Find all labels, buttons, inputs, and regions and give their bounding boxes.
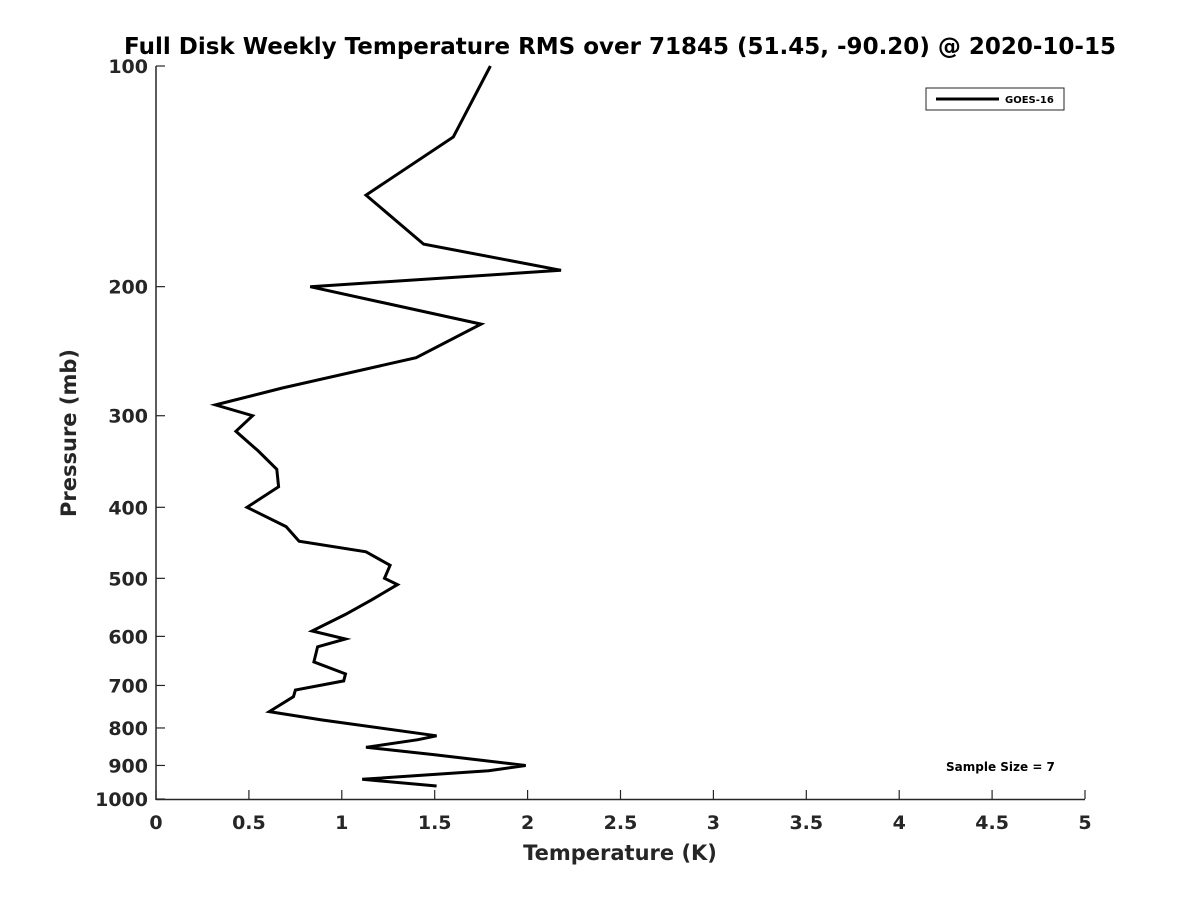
y-tick-label: 800 [108,718,148,740]
x-tick-label: 3 [707,812,720,834]
legend: GOES-16 [925,87,1065,111]
y-tick-label: 100 [108,56,148,78]
y-tick-label: 300 [108,406,148,428]
x-axis-label: Temperature (K) [523,841,717,865]
x-tick-label: 3.5 [789,812,823,834]
y-tick-label: 700 [108,675,148,697]
chart-title: Full Disk Weekly Temperature RMS over 71… [124,34,1116,60]
x-tick-label: 1.5 [418,812,452,834]
x-axis-ticks: 0 0.5 1 1.5 2 2.5 3 3.5 4 4.5 5 [149,790,1092,834]
legend-label-goes-16: GOES-16 [1005,95,1054,106]
y-axis-label: Pressure (mb) [57,349,81,517]
x-tick-label: 0 [149,812,162,834]
x-tick-label: 0.5 [232,812,266,834]
y-tick-label: 1000 [95,789,148,811]
y-tick-label: 400 [108,497,148,519]
y-tick-label: 900 [108,755,148,777]
sample-size-annotation: Sample Size = 7 [946,760,1055,774]
y-tick-label: 200 [108,277,148,299]
y-tick-label: 500 [108,568,148,590]
x-tick-label: 5 [1078,812,1091,834]
x-tick-label: 2.5 [604,812,638,834]
plot-axes [155,66,1085,801]
series-line-goes-16 [209,65,562,788]
y-axis-ticks: 100 200 300 400 500 600 700 800 900 1000 [95,56,165,811]
x-tick-label: 2 [521,812,534,834]
y-tick-label: 600 [108,626,148,648]
x-tick-label: 4 [893,812,906,834]
series-layer [209,65,562,788]
x-tick-label: 1 [335,812,348,834]
x-tick-label: 4.5 [975,812,1009,834]
